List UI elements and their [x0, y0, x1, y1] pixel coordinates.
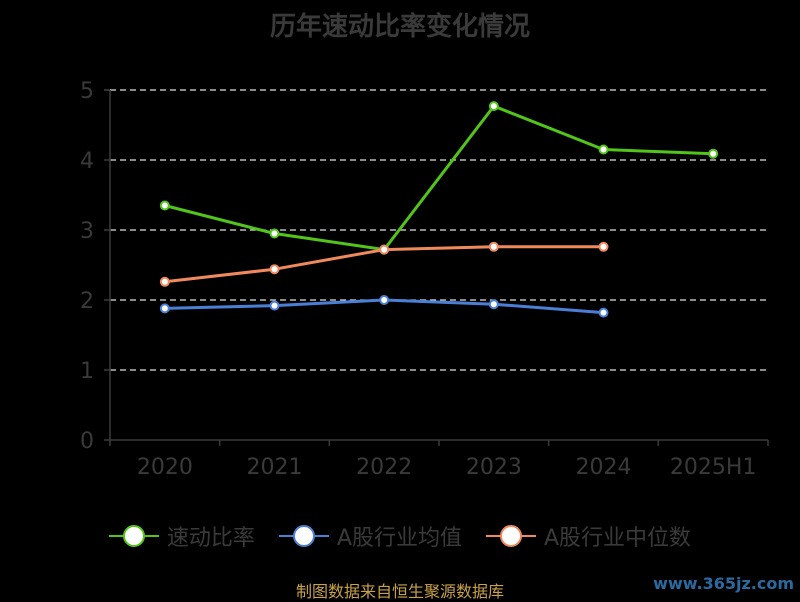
legend-marker — [500, 525, 522, 547]
legend-item-2[interactable]: A股行业均值 — [278, 520, 462, 552]
legend-label: 速动比率 — [166, 526, 255, 551]
legend-marker — [122, 525, 145, 547]
x-tick-label: 2021 — [247, 455, 303, 480]
legend-item-1[interactable]: 速动比率 — [108, 520, 255, 552]
legend-marker — [292, 525, 315, 547]
data-point — [379, 244, 390, 255]
data-point — [488, 299, 499, 310]
x-tick-label: 2023 — [466, 455, 522, 480]
y-tick-label: 1 — [80, 359, 94, 384]
data-point — [488, 101, 499, 112]
series-line-1 — [164, 104, 714, 252]
x-tick-label: 2025H1 — [670, 455, 757, 480]
data-point — [379, 295, 390, 305]
x-tick-label: 2022 — [356, 455, 412, 480]
data-point — [269, 264, 280, 275]
data-point — [159, 303, 170, 314]
y-tick-label: 5 — [80, 79, 94, 104]
data-point — [269, 228, 280, 239]
y-tick-label: 3 — [80, 219, 94, 244]
legend-swatch — [108, 524, 159, 548]
legend-swatch — [278, 524, 329, 548]
data-point — [159, 276, 170, 287]
data-point — [598, 144, 609, 155]
x-tick-label: 2024 — [576, 455, 632, 480]
legend-item-3[interactable]: A股行业中位数 — [486, 520, 691, 552]
legend: 速动比率 A股行业均值 A股行业中位数 — [0, 520, 800, 552]
data-point — [159, 200, 170, 211]
legend-label: A股行业均值 — [336, 526, 462, 551]
y-tick-label: 4 — [80, 149, 94, 174]
y-tick-label: 0 — [80, 429, 94, 454]
data-point — [708, 148, 719, 159]
watermark: www.365jz.com — [653, 574, 794, 593]
source-note: 制图数据来自恒生聚源数据库 — [295, 582, 504, 601]
data-point — [598, 307, 609, 318]
chart-title: 历年速动比率变化情况 — [269, 12, 530, 42]
data-point — [269, 300, 280, 311]
data-point — [598, 241, 609, 252]
data-point — [488, 241, 499, 252]
legend-swatch — [486, 524, 536, 548]
y-tick-label: 2 — [80, 289, 94, 314]
legend-label: A股行业中位数 — [544, 526, 692, 551]
x-tick-label: 2020 — [137, 455, 193, 480]
